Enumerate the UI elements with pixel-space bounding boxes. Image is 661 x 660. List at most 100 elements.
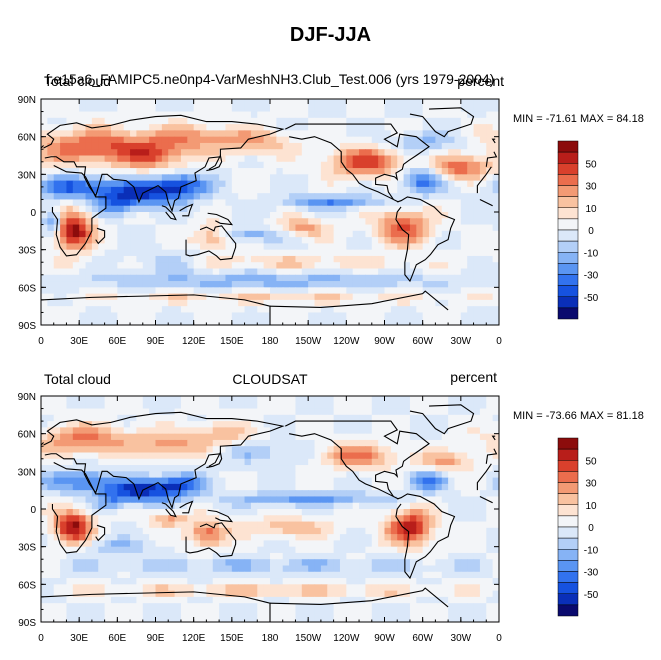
heat-cell bbox=[98, 552, 106, 560]
heat-cell bbox=[409, 546, 417, 554]
heat-cell bbox=[365, 509, 373, 516]
heat-cell bbox=[149, 155, 157, 163]
heat-cell bbox=[180, 496, 188, 504]
heat-cell bbox=[142, 218, 150, 226]
heat-cell bbox=[448, 142, 456, 150]
heat-cell bbox=[282, 249, 290, 257]
heat-cell bbox=[60, 490, 68, 498]
heat-cell bbox=[91, 527, 99, 535]
heat-cell bbox=[41, 546, 48, 554]
heat-cell bbox=[206, 433, 214, 441]
heat-cell bbox=[289, 105, 297, 113]
heat-cell bbox=[467, 540, 475, 548]
heat-cell bbox=[161, 578, 169, 585]
heat-cell bbox=[276, 186, 284, 194]
heat-cell bbox=[136, 509, 144, 516]
heat-cell bbox=[301, 287, 309, 295]
heat-cell bbox=[98, 483, 106, 491]
heat-cell bbox=[212, 458, 220, 466]
heat-cell bbox=[359, 161, 367, 169]
heat-cell bbox=[282, 268, 290, 276]
heat-cell bbox=[390, 117, 398, 125]
heat-cell bbox=[454, 293, 462, 301]
heat-cell bbox=[479, 281, 487, 288]
heat-cell bbox=[219, 299, 227, 307]
heat-cell bbox=[219, 149, 227, 157]
heat-cell bbox=[479, 414, 487, 422]
heat-cell bbox=[352, 99, 360, 106]
heat-cell bbox=[72, 446, 80, 454]
heat-cell bbox=[308, 446, 316, 454]
heat-cell bbox=[435, 521, 443, 529]
heat-cell bbox=[142, 237, 150, 244]
heat-cell bbox=[454, 281, 462, 288]
heat-cell bbox=[448, 262, 456, 270]
heat-cell bbox=[110, 402, 118, 410]
heat-cell bbox=[193, 483, 201, 491]
heat-cell bbox=[91, 199, 99, 207]
heat-cell bbox=[308, 287, 316, 295]
heat-cell bbox=[492, 312, 499, 320]
heat-cell bbox=[486, 496, 494, 504]
heat-cell bbox=[187, 559, 195, 567]
heat-cell bbox=[429, 509, 436, 516]
heat-cell bbox=[429, 174, 436, 182]
heat-cell bbox=[435, 237, 443, 244]
heat-cell bbox=[397, 262, 405, 270]
heat-cell bbox=[359, 565, 367, 573]
coastline bbox=[395, 196, 456, 283]
heat-cell bbox=[295, 452, 303, 460]
heat-cell bbox=[231, 502, 239, 510]
heat-cell bbox=[371, 262, 379, 270]
heat-cell bbox=[301, 396, 309, 403]
heat-cell bbox=[409, 205, 417, 213]
heat-cell bbox=[384, 105, 392, 113]
heat-cell bbox=[276, 502, 284, 510]
heat-cell bbox=[98, 446, 106, 454]
heat-cell bbox=[142, 287, 150, 295]
heat-cell bbox=[435, 174, 443, 182]
heat-cell bbox=[422, 124, 430, 131]
heat-cell bbox=[339, 502, 347, 510]
heat-cell bbox=[212, 471, 220, 479]
heat-cell bbox=[72, 299, 80, 307]
heat-cell bbox=[149, 186, 157, 194]
heat-cell bbox=[333, 421, 341, 428]
heat-cell bbox=[270, 565, 277, 573]
heat-cell bbox=[263, 483, 271, 491]
heat-cell bbox=[441, 230, 449, 238]
heat-cell bbox=[301, 534, 309, 541]
heat-cell bbox=[314, 559, 322, 567]
heat-cell bbox=[448, 552, 456, 560]
heat-cell bbox=[378, 540, 386, 548]
heat-cell bbox=[123, 230, 131, 238]
heat-cell bbox=[320, 186, 328, 194]
heat-cell bbox=[142, 124, 150, 131]
heat-cell bbox=[60, 293, 68, 301]
heat-cell bbox=[295, 446, 303, 454]
heat-cell bbox=[460, 408, 468, 416]
heat-cell bbox=[397, 312, 405, 320]
heat-cell bbox=[333, 124, 341, 131]
heat-cell bbox=[130, 433, 138, 441]
coastline bbox=[476, 166, 492, 194]
heat-cell bbox=[238, 408, 246, 416]
heat-cell bbox=[435, 433, 443, 441]
heat-cell bbox=[339, 565, 347, 573]
heat-cell bbox=[155, 559, 163, 567]
heat-cell bbox=[149, 578, 157, 585]
heat-cell bbox=[390, 408, 398, 416]
heat-cell bbox=[225, 427, 233, 435]
x-tick-label: 30W bbox=[451, 336, 472, 347]
heat-cell bbox=[79, 161, 87, 169]
heat-cell bbox=[136, 186, 144, 194]
heat-cell bbox=[327, 509, 335, 516]
heat-cell bbox=[104, 193, 112, 201]
heat-cell bbox=[250, 281, 258, 288]
heat-cell bbox=[346, 433, 354, 441]
heat-cell bbox=[409, 396, 417, 403]
heat-cell bbox=[295, 465, 303, 472]
heat-cell bbox=[397, 281, 405, 288]
heat-cell bbox=[85, 396, 93, 403]
heat-cell bbox=[441, 502, 449, 510]
